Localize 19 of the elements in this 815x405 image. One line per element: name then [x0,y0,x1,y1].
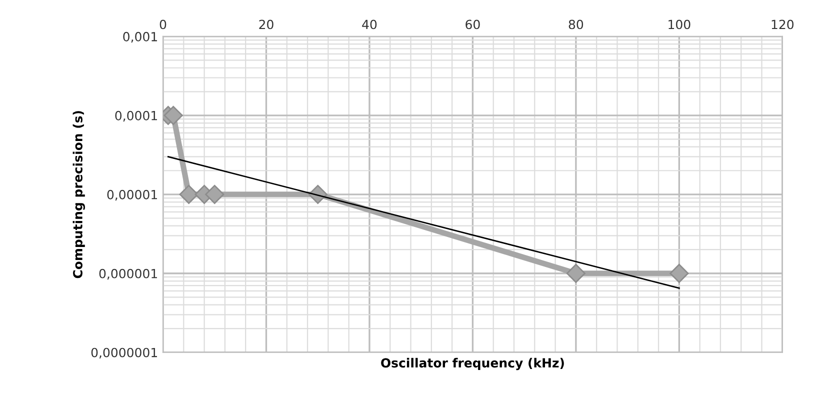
x-tick-label: 0 [160,20,166,30]
y-tick-label: 0,000001 [99,268,157,280]
x-tick-label: 40 [362,20,377,30]
y-tick-label: 0,0000001 [91,348,157,359]
x-tick-label: 100 [668,20,690,30]
x-tick-label: 120 [772,20,794,30]
y-tick-label: 0,0001 [115,110,157,122]
point [205,184,224,204]
y-tick-label: 0,001 [123,32,157,43]
y-tick-label: 0,00001 [107,190,157,201]
x-tick-label: 80 [568,20,584,30]
point [179,184,198,204]
point [566,264,586,283]
x-tick-label: 20 [259,20,274,30]
x-axis-title: Oscillator frequency (kHz) [381,358,564,370]
point [164,106,183,125]
y-axis-title: Computing precision (s) [72,111,85,278]
point [670,264,689,283]
x-tick-label: 60 [466,20,480,30]
